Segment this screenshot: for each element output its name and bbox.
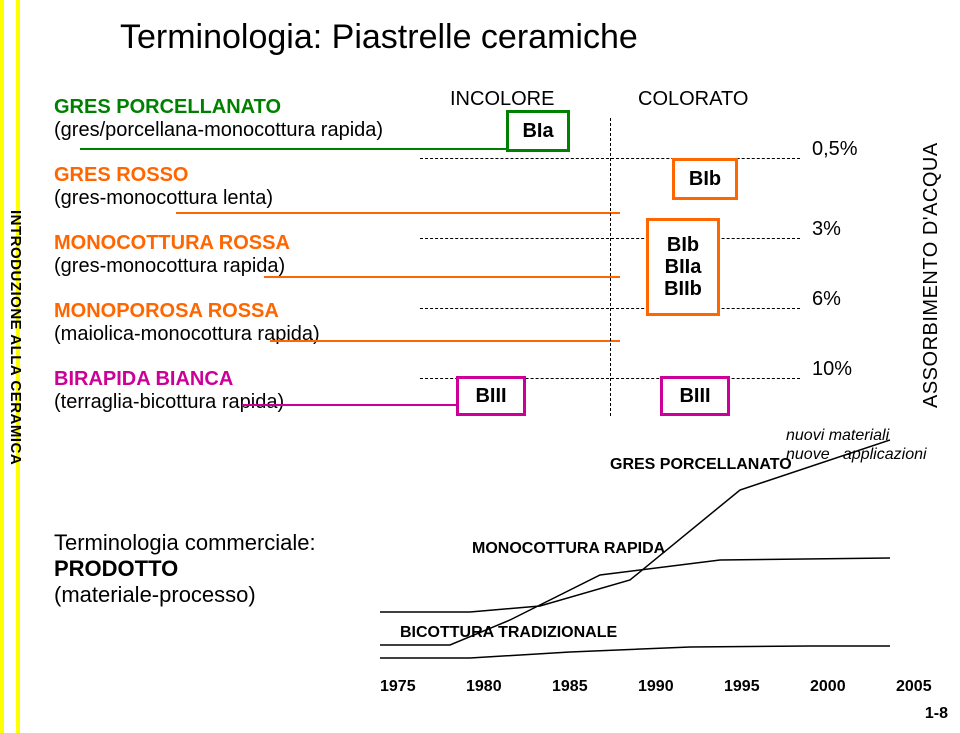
term-desc-4: (terraglia-bicottura rapida)	[54, 391, 394, 414]
term-desc-0: (gres/porcellana-monocottura rapida)	[54, 119, 394, 142]
trend-label-2: BICOTTURA TRADIZIONALE	[400, 624, 617, 642]
x-tick-1: 1980	[466, 678, 502, 696]
term-desc-3: (maiolica-monocottura rapida)	[54, 323, 394, 346]
trend-curve-2	[380, 646, 890, 658]
x-tick-6: 2005	[896, 678, 932, 696]
header-colorato: COLORATO	[638, 88, 748, 111]
commercial-line3: (materiale-processo)	[54, 582, 316, 608]
page-title: Terminologia: Piastrelle ceramiche	[120, 18, 638, 57]
x-tick-3: 1990	[638, 678, 674, 696]
term-desc-2: (gres-monocottura rapida)	[54, 255, 394, 278]
x-tick-4: 1995	[724, 678, 760, 696]
dash-grid: BIa BIb BIb BIIa BIIb BIII BIII	[420, 118, 800, 416]
terminology-list: GRES PORCELLANATO(gres/porcellana-monoco…	[54, 96, 394, 436]
box-biii-left: BIII	[456, 376, 526, 416]
term-name-2: MONOCOTTURA ROSSA	[54, 232, 394, 255]
term-name-0: GRES PORCELLANATO	[54, 96, 394, 119]
commercial-line2: PRODOTTO	[54, 556, 316, 582]
x-tick-5: 2000	[810, 678, 846, 696]
term-block-2: MONOCOTTURA ROSSA(gres-monocottura rapid…	[54, 232, 394, 278]
box-bib-top: BIb	[672, 158, 738, 200]
term-desc-1: (gres-monocottura lenta)	[54, 187, 394, 210]
trend-label-1: MONOCOTTURA RAPIDA	[472, 540, 665, 558]
y-label-3: 10%	[812, 358, 852, 381]
header-incolore: INCOLORE	[450, 88, 554, 111]
trend-area: GRES PORCELLANATO MONOCOTTURA RAPIDA BICOT…	[380, 430, 920, 660]
sidebar-label: INTRODUZIONE ALLA CERAMICA	[7, 210, 24, 465]
group-line-1: BIIa	[665, 256, 702, 278]
trend-label-0: GRES PORCELLANATO	[610, 456, 792, 474]
term-name-4: BIRAPIDA BIANCA	[54, 368, 394, 391]
y-label-2: 6%	[812, 288, 841, 311]
term-name-1: GRES ROSSO	[54, 164, 394, 187]
term-block-0: GRES PORCELLANATO(gres/porcellana-monoco…	[54, 96, 394, 142]
group-line-0: BIb	[667, 234, 699, 256]
term-block-4: BIRAPIDA BIANCA(terraglia-bicottura rapi…	[54, 368, 394, 414]
x-tick-0: 1975	[380, 678, 416, 696]
x-tick-2: 1985	[552, 678, 588, 696]
box-biii-right: BIII	[660, 376, 730, 416]
y-label-1: 3%	[812, 218, 841, 241]
term-name-3: MONOPOROSA ROSSA	[54, 300, 394, 323]
y-axis-title: ASSORBIMENTO D'ACQUA	[920, 142, 943, 408]
group-line-2: BIIb	[664, 278, 702, 300]
y-label-0: 0,5%	[812, 138, 858, 161]
commercial-terminology: Terminologia commerciale: PRODOTTO (mate…	[54, 530, 316, 608]
term-block-1: GRES ROSSO(gres-monocottura lenta)	[54, 164, 394, 210]
box-bia: BIa	[506, 110, 570, 152]
classification-chart: INCOLORE COLORATO BIa BIb BIb BIIa BIIb …	[420, 88, 800, 416]
commercial-line1: Terminologia commerciale:	[54, 530, 316, 556]
page-number: 1-8	[925, 705, 948, 723]
box-bib-group: BIb BIIa BIIb	[646, 218, 720, 316]
